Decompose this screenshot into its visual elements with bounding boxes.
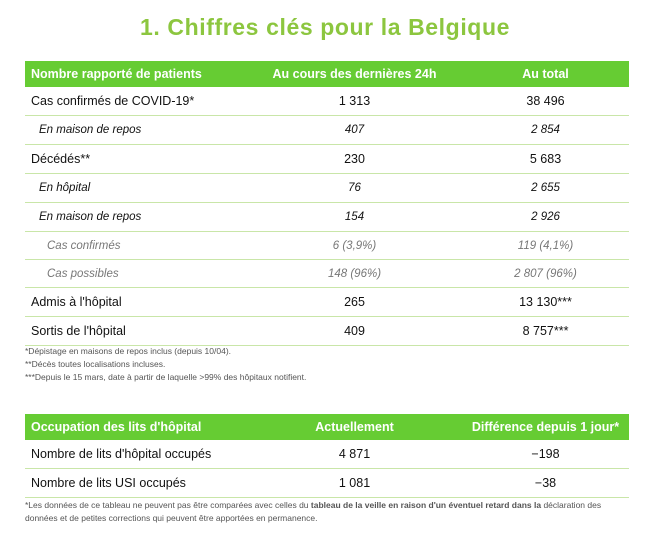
row-total: 8 757*** [462, 316, 629, 346]
table-row: En maison de repos 407 2 854 [25, 115, 629, 145]
beds-table: Occupation des lits d'hôpital Actuelleme… [25, 414, 629, 498]
row-current: 1 081 [247, 468, 462, 498]
header-total: Au total [462, 61, 629, 87]
row-last24h: 76 [247, 173, 462, 203]
row-label: Cas confirmés [25, 231, 247, 260]
row-total: 2 854 [462, 115, 629, 145]
table-row: Nombre de lits USI occupés 1 081 −38 [25, 468, 629, 498]
table-row: Cas confirmés de COVID-19* 1 313 38 496 [25, 87, 629, 116]
row-total: 119 (4,1%) [462, 231, 629, 260]
table-row: Sortis de l'hôpital 409 8 757*** [25, 316, 629, 346]
footnote: ***Depuis le 15 mars, date à partir de l… [25, 372, 307, 382]
patients-table: Nombre rapporté de patients Au cours des… [25, 61, 629, 346]
row-label: Nombre de lits USI occupés [25, 468, 247, 498]
row-label: En maison de repos [25, 115, 247, 145]
beds-table-note: *Les données de ce tableau ne peuvent pa… [25, 499, 629, 525]
row-label: Sortis de l'hôpital [25, 316, 247, 346]
table-row: Cas confirmés 6 (3,9%) 119 (4,1%) [25, 231, 629, 260]
row-last24h: 409 [247, 316, 462, 346]
row-last24h: 148 (96%) [247, 259, 462, 288]
row-last24h: 6 (3,9%) [247, 231, 462, 260]
header-beds: Occupation des lits d'hôpital [25, 414, 247, 440]
row-label: En hôpital [25, 173, 247, 203]
footnote: **Décès toutes localisations incluses. [25, 359, 166, 369]
row-total: 38 496 [462, 87, 629, 116]
row-last24h: 230 [247, 144, 462, 174]
row-total: 2 926 [462, 202, 629, 232]
row-label: Nombre de lits d'hôpital occupés [25, 440, 247, 469]
footnote: *Dépistage en maisons de repos inclus (d… [25, 346, 232, 356]
patients-table-notes: *Dépistage en maisons de repos inclus (d… [25, 345, 306, 384]
table-row: Cas possibles 148 (96%) 2 807 (96%) [25, 259, 629, 288]
row-last24h: 407 [247, 115, 462, 145]
table-row: En maison de repos 154 2 926 [25, 202, 629, 232]
row-last24h: 154 [247, 202, 462, 232]
row-last24h: 265 [247, 287, 462, 317]
table-row: En hôpital 76 2 655 [25, 173, 629, 203]
row-label: En maison de repos [25, 202, 247, 232]
header-patients: Nombre rapporté de patients [25, 61, 247, 87]
header-current: Actuellement [247, 414, 462, 440]
row-total: 2 807 (96%) [462, 259, 629, 288]
header-last24h: Au cours des dernières 24h [247, 61, 462, 87]
page-title: 1. Chiffres clés pour la Belgique [140, 14, 510, 40]
table-row: Admis à l'hôpital 265 13 130*** [25, 287, 629, 317]
row-label: Admis à l'hôpital [25, 287, 247, 317]
row-total: 2 655 [462, 173, 629, 203]
row-diff: −198 [462, 440, 629, 469]
row-total: 5 683 [462, 144, 629, 174]
patients-table-header: Nombre rapporté de patients Au cours des… [25, 61, 629, 87]
row-label: Cas confirmés de COVID-19* [25, 87, 247, 116]
note-text: déclaration des données et de petites co… [25, 500, 602, 523]
row-label: Décédés** [25, 144, 247, 174]
note-text: *Les données de ce tableau ne peuvent pa… [25, 500, 311, 510]
row-diff: −38 [462, 468, 629, 498]
beds-table-header: Occupation des lits d'hôpital Actuelleme… [25, 414, 629, 440]
row-label: Cas possibles [25, 259, 247, 288]
header-diff: Différence depuis 1 jour* [462, 414, 629, 440]
note-bold-text: tableau de la veille en raison d'un éven… [310, 500, 542, 510]
row-last24h: 1 313 [247, 87, 462, 116]
table-row: Nombre de lits d'hôpital occupés 4 871 −… [25, 440, 629, 469]
row-current: 4 871 [247, 440, 462, 469]
table-row: Décédés** 230 5 683 [25, 144, 629, 174]
row-total: 13 130*** [462, 287, 629, 317]
